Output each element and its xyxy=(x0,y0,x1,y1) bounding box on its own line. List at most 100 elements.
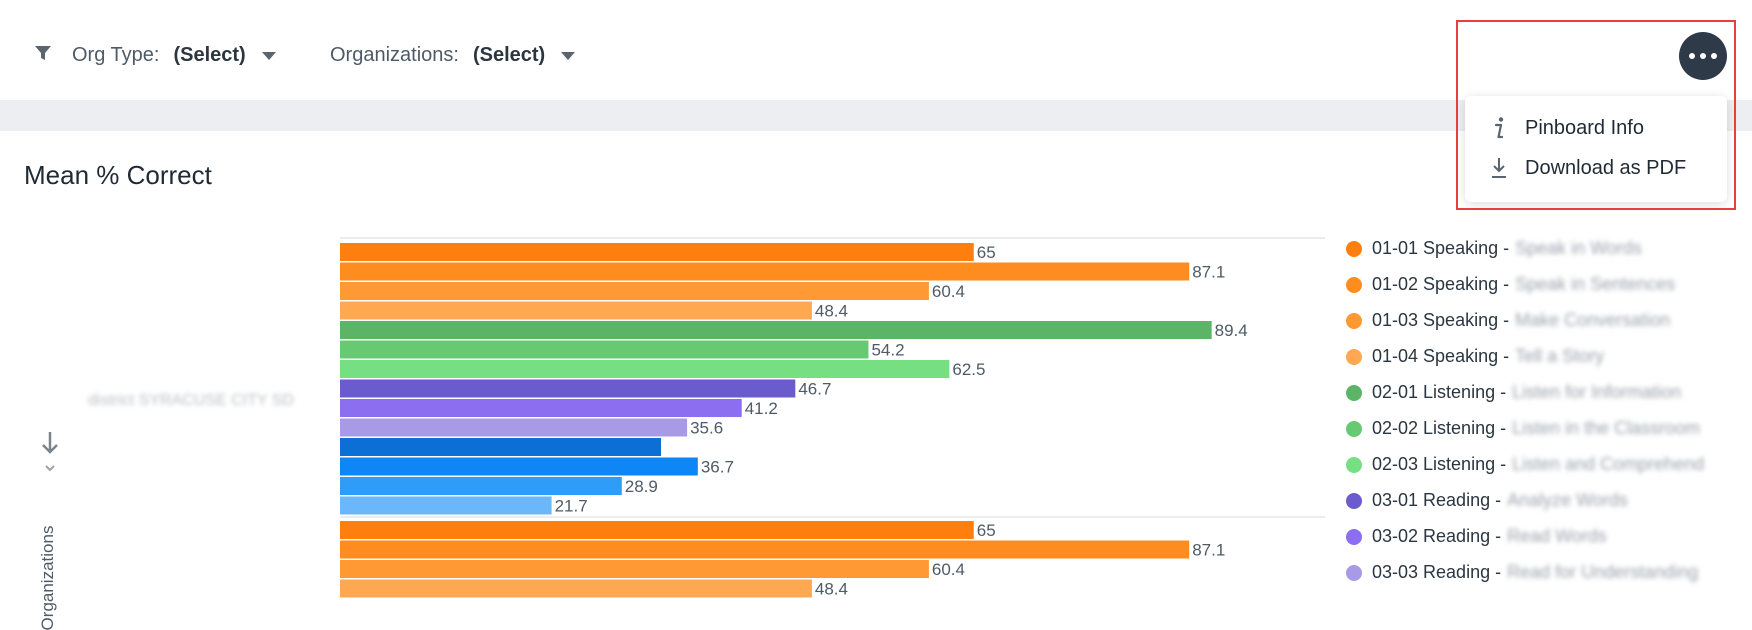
filter-icon[interactable] xyxy=(34,44,52,62)
legend-color-dot xyxy=(1346,564,1362,581)
organizations-filter[interactable]: Organizations: (Select) xyxy=(330,44,576,67)
legend-series-name: 01-01 Speaking - xyxy=(1372,238,1510,258)
bar-chart-plot: 65 87.1 60.4 48.4 89.4 54.2 62.5 46.7 41.2 35.6 36… xyxy=(340,237,1325,599)
y-axis-title-wrap: Organizations xyxy=(36,428,60,630)
legend-item[interactable]: 03-01 Reading - Analyze Words xyxy=(1346,490,1628,511)
legend-item[interactable]: 02-03 Listening - Listen and Comprehend xyxy=(1346,454,1704,475)
legend-series-description: Read Words xyxy=(1507,526,1607,546)
legend-series-name: 02-01 Listening - xyxy=(1372,382,1507,402)
bar-value-label: 62.5 xyxy=(952,360,985,379)
legend-series-name: 03-01 Reading - xyxy=(1372,490,1502,510)
menu-item-download-pdf[interactable]: Download as PDF xyxy=(1491,156,1686,180)
bar[interactable] xyxy=(340,438,661,456)
bar[interactable] xyxy=(340,360,950,378)
bar-value-label: 89.4 xyxy=(1215,321,1248,340)
bar[interactable] xyxy=(340,521,974,539)
legend-item[interactable]: 02-02 Listening - Listen in the Classroom xyxy=(1346,418,1700,439)
legend-series-description: Listen and Comprehend xyxy=(1512,454,1705,474)
chevron-down-icon[interactable] xyxy=(561,51,576,60)
bar-value-label: 87.1 xyxy=(1192,541,1225,560)
info-icon xyxy=(1494,117,1504,139)
menu-item-label: Pinboard Info xyxy=(1525,116,1644,139)
legend-item[interactable]: 01-04 Speaking - Tell a Story xyxy=(1346,346,1604,367)
bar[interactable] xyxy=(340,301,812,320)
bar[interactable] xyxy=(340,418,688,437)
legend-color-dot xyxy=(1346,276,1362,293)
download-icon xyxy=(1492,158,1506,178)
bar-value-label: 60.4 xyxy=(932,560,965,579)
sort-arrow-icon[interactable] xyxy=(39,430,61,480)
legend-series-name: 02-02 Listening - xyxy=(1372,418,1507,438)
legend-item[interactable]: 01-03 Speaking - Make Conversation xyxy=(1346,310,1670,331)
legend-series-name: 03-02 Reading - xyxy=(1372,526,1502,546)
legend-color-dot xyxy=(1346,420,1362,437)
bar[interactable] xyxy=(340,540,1190,559)
legend-color-dot xyxy=(1346,312,1362,329)
legend-color-dot xyxy=(1346,348,1362,365)
menu-item-label: Download as PDF xyxy=(1525,156,1687,179)
bar-value-label: 60.4 xyxy=(932,282,965,301)
bar[interactable] xyxy=(340,282,929,300)
org-type-filter[interactable]: Org Type: (Select) xyxy=(72,44,276,67)
bar-value-label: 54.2 xyxy=(871,341,904,360)
legend-item[interactable]: 03-02 Reading - Read Words xyxy=(1346,526,1607,547)
bar-value-label: 35.6 xyxy=(690,419,723,438)
legend-series-name: 02-03 Listening - xyxy=(1372,454,1507,474)
bar-value-label: 48.4 xyxy=(815,580,848,599)
bar[interactable] xyxy=(340,379,796,398)
dot xyxy=(1711,53,1717,59)
bar-value-label: 28.9 xyxy=(625,477,658,496)
bar-value-label: 48.4 xyxy=(815,302,848,321)
legend-series-description: Read for Understanding xyxy=(1507,562,1699,582)
bar[interactable] xyxy=(340,579,812,598)
bar[interactable] xyxy=(340,262,1190,281)
more-options-menu: Pinboard Info Download as PDF xyxy=(1465,96,1727,202)
bar-value-label: 21.7 xyxy=(555,497,588,516)
bar[interactable] xyxy=(340,243,974,261)
bar[interactable] xyxy=(340,321,1212,339)
bar[interactable] xyxy=(340,496,552,515)
chart-title: Mean % Correct xyxy=(24,160,212,190)
y-axis-title[interactable]: Organizations xyxy=(38,525,57,630)
legend-series-name: 01-02 Speaking - xyxy=(1372,274,1510,294)
dot xyxy=(1689,53,1695,59)
menu-item-pinboard-info[interactable]: Pinboard Info xyxy=(1491,116,1644,140)
bar-value-label: 87.1 xyxy=(1192,263,1225,282)
legend-color-dot xyxy=(1346,492,1362,509)
legend-color-dot xyxy=(1346,240,1362,257)
legend-item[interactable]: 03-03 Reading - Read for Understanding xyxy=(1346,562,1698,583)
organizations-value[interactable]: (Select) xyxy=(472,44,546,66)
legend-item[interactable]: 01-01 Speaking - Speak in Words xyxy=(1346,238,1642,259)
legend-series-description: Listen in the Classroom xyxy=(1512,418,1701,438)
bar[interactable] xyxy=(340,477,622,495)
bar[interactable] xyxy=(340,457,698,476)
header-divider-band xyxy=(0,100,1752,131)
bar-value-label: 36.7 xyxy=(701,458,734,477)
bar-value-label: 41.2 xyxy=(745,399,778,418)
legend-color-dot xyxy=(1346,528,1362,545)
legend-item[interactable]: 01-02 Speaking - Speak in Sentences xyxy=(1346,274,1675,295)
org-type-value[interactable]: (Select) xyxy=(173,44,246,66)
bar-value-label: 65 xyxy=(977,243,996,262)
bar-value-label: 65 xyxy=(977,521,996,540)
legend-color-dot xyxy=(1346,384,1362,401)
organizations-label: Organizations: xyxy=(330,44,459,66)
legend-color-dot xyxy=(1346,456,1362,473)
legend-series-description: Analyze Words xyxy=(1507,490,1628,510)
legend-series-name: 03-03 Reading - xyxy=(1372,562,1502,582)
org-type-label: Org Type: xyxy=(72,44,160,66)
legend-series-description: Speak in Words xyxy=(1515,238,1642,258)
more-options-button[interactable] xyxy=(1679,32,1727,80)
chevron-down-icon[interactable] xyxy=(261,51,276,60)
bar-value-label: 46.7 xyxy=(798,380,831,399)
category-label: district SYRACUSE CITY SD xyxy=(88,392,294,409)
bar[interactable] xyxy=(340,340,869,359)
legend-series-description: Make Conversation xyxy=(1515,310,1671,330)
bar[interactable] xyxy=(340,560,929,578)
legend-series-name: 01-04 Speaking - xyxy=(1372,346,1510,366)
legend-series-description: Speak in Sentences xyxy=(1515,274,1676,294)
legend-item[interactable]: 02-01 Listening - Listen for Information xyxy=(1346,382,1681,403)
legend-series-description: Tell a Story xyxy=(1515,346,1605,366)
legend-series-name: 01-03 Speaking - xyxy=(1372,310,1510,330)
bar[interactable] xyxy=(340,399,742,417)
